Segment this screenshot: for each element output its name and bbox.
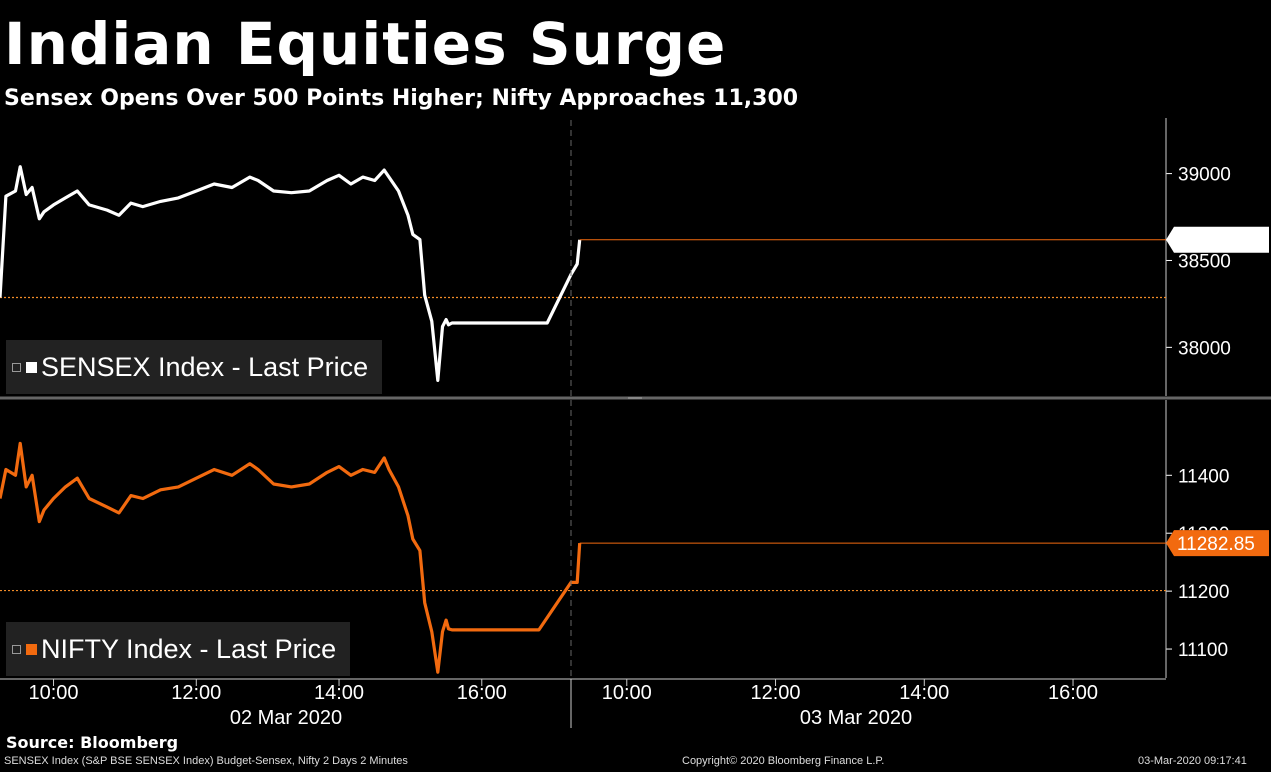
x-tick-label: 16:00 xyxy=(1048,682,1098,704)
date-label: 03 Mar 2020 xyxy=(800,707,912,729)
last-price-label: 38619.19 xyxy=(1177,231,1256,252)
series-line-nifty xyxy=(0,441,582,674)
y-tick-label: 38000 xyxy=(1178,338,1231,359)
x-tick-label: 14:00 xyxy=(314,682,364,704)
legend-nifty[interactable]: NIFTY Index - Last Price xyxy=(6,622,351,676)
x-tick-label: 16:00 xyxy=(457,682,507,704)
legend-toggle-icon[interactable] xyxy=(12,644,21,654)
y-tick-label: 39000 xyxy=(1178,165,1231,186)
date-label: 02 Mar 2020 xyxy=(230,707,342,729)
series-line-sensex xyxy=(0,165,582,382)
x-tick-label: 12:00 xyxy=(171,682,221,704)
legend-label-nifty: NIFTY Index - Last Price xyxy=(41,633,337,664)
y-tick-label: 38500 xyxy=(1178,251,1231,272)
footer-description: SENSEX Index (S&P BSE SENSEX Index) Budg… xyxy=(4,755,408,767)
y-tick-label: 11200 xyxy=(1178,582,1229,603)
x-tick-label: 12:00 xyxy=(751,682,801,704)
footer-timestamp: 03-Mar-2020 09:17:41 xyxy=(1138,755,1247,767)
legend-swatch-sensex xyxy=(26,361,37,373)
source-note: Source: Bloomberg xyxy=(6,733,179,752)
y-tick-label: 11400 xyxy=(1178,466,1229,487)
chart-subtitle: Sensex Opens Over 500 Points Higher; Nif… xyxy=(4,86,799,111)
legend-sensex[interactable]: SENSEX Index - Last Price xyxy=(6,340,383,394)
legend-toggle-icon[interactable] xyxy=(12,362,21,372)
last-price-badge xyxy=(1166,226,1269,253)
x-tick-label: 14:00 xyxy=(899,682,949,704)
chart-title: Indian Equities Surge xyxy=(4,10,727,78)
last-price-label: 11282.85 xyxy=(1177,534,1255,555)
x-tick-label: 10:00 xyxy=(29,682,79,704)
y-tick-label: 11100 xyxy=(1178,640,1228,661)
x-tick-label: 10:00 xyxy=(602,682,652,704)
legend-swatch-nifty xyxy=(26,643,37,655)
footer-copyright: Copyright© 2020 Bloomberg Finance L.P. xyxy=(682,755,885,767)
last-price-badge xyxy=(1166,530,1269,557)
legend-label-sensex: SENSEX Index - Last Price xyxy=(41,351,369,382)
